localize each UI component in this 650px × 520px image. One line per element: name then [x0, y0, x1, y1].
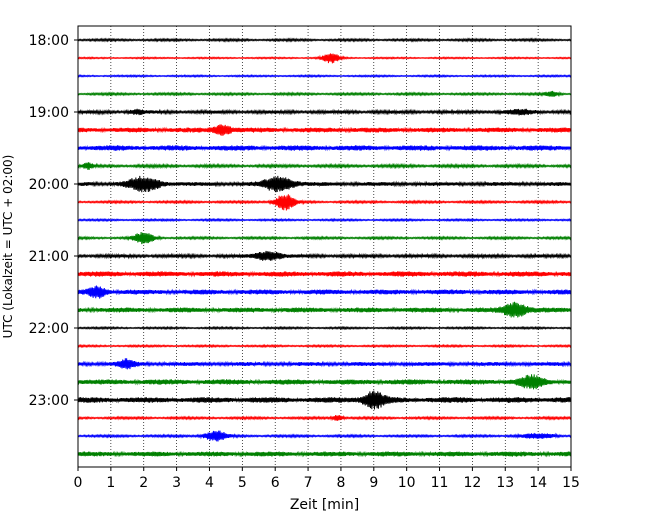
y-tick-label: 21:00 [29, 249, 69, 265]
x-axis-label: Zeit [min] [290, 497, 359, 513]
y-tick-label: 18:00 [29, 33, 69, 49]
trace-2345 [77, 450, 572, 458]
trace-2030 [77, 217, 572, 223]
x-tick-label: 7 [304, 475, 313, 491]
x-tick-label: 0 [74, 475, 83, 491]
x-tick-label: 10 [398, 475, 416, 491]
y-axis-label: UTC (Lokalzeit = UTC + 02:00) [1, 155, 15, 339]
y-tick-label: 20:00 [29, 177, 69, 193]
trace-1815 [77, 53, 572, 64]
seismogram-traces [77, 37, 572, 458]
trace-2230 [77, 358, 572, 370]
y-tick-label: 22:00 [29, 321, 69, 337]
x-tick-label: 1 [106, 475, 115, 491]
x-tick-label: 4 [205, 475, 214, 491]
trace-1930 [77, 144, 572, 152]
trace-2245 [77, 374, 572, 390]
plot-frame [77, 25, 572, 468]
x-tick-label: 8 [336, 475, 345, 491]
x-tick-label: 11 [431, 475, 449, 491]
y-tick-label: 19:00 [29, 105, 69, 121]
trace-2215 [77, 343, 572, 349]
trace-2015 [77, 194, 572, 211]
x-tick-label: 2 [139, 475, 148, 491]
x-tick-label: 5 [238, 475, 247, 491]
trace-2000 [77, 175, 572, 193]
trace-1945 [77, 162, 572, 170]
x-tick-label: 14 [529, 475, 547, 491]
trace-1830 [77, 73, 572, 79]
trace-2330 [77, 430, 572, 442]
trace-2130 [77, 285, 572, 299]
trace-1915 [77, 124, 572, 136]
trace-1800 [77, 37, 572, 43]
y-tick-label: 23:00 [29, 393, 69, 409]
trace-2315 [77, 414, 572, 421]
trace-2115 [77, 270, 572, 278]
trace-2200 [77, 325, 572, 331]
x-tick-label: 15 [562, 475, 580, 491]
trace-1900 [77, 108, 572, 116]
y-axis: 18:00 19:00 20:00 21:00 22:00 23:00 [29, 33, 78, 409]
x-axis: 0 1 2 3 4 5 6 7 8 9 10 11 12 13 14 15 [74, 467, 580, 491]
x-tick-label: 12 [463, 475, 481, 491]
x-tick-label: 13 [496, 475, 514, 491]
trace-2045 [77, 232, 572, 245]
x-tick-label: 6 [271, 475, 280, 491]
trace-2145 [77, 301, 572, 318]
trace-2100 [77, 250, 572, 261]
trace-1845 [77, 90, 572, 97]
trace-2300 [77, 390, 572, 410]
x-tick-label: 9 [369, 475, 378, 491]
x-tick-label: 3 [172, 475, 181, 491]
